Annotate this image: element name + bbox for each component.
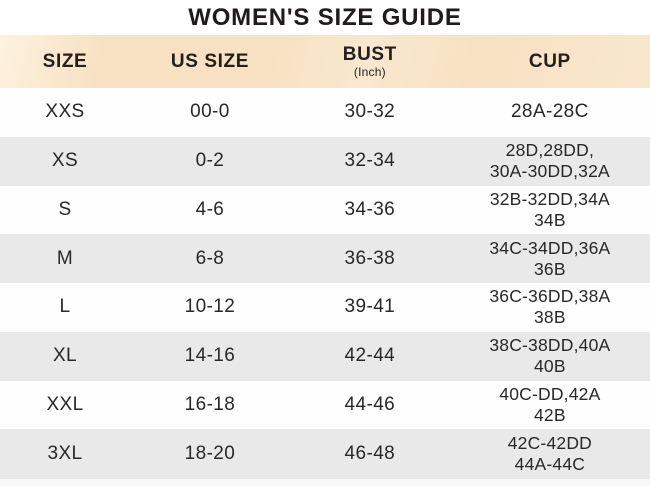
bottom-strip <box>0 478 650 486</box>
us-size-cell: 18-20 <box>184 442 236 464</box>
column-header-bust-label: BUST <box>342 44 397 65</box>
table-row-xl: XL 14-16 42-44 38C-38DD,40A 40B <box>0 331 650 381</box>
cup-cell: 28D,28DD, 30A-30DD,32A <box>489 140 610 182</box>
table-row-xs: XS 0-2 32-34 28D,28DD, 30A-30DD,32A <box>0 136 650 186</box>
column-header-bust-unit: (Inch) <box>353 65 386 79</box>
cup-cell: 28A-28C <box>510 101 589 123</box>
column-header-size-label: SIZE <box>42 50 88 72</box>
size-cell: XS <box>51 150 79 172</box>
table-row-3xl: 3XL 18-20 46-48 42C-42DD 44A-44C <box>0 429 650 478</box>
column-header-us-size: US SIZE <box>130 35 290 88</box>
table-row-xxs: XXS 00-0 30-32 28A-28C <box>0 88 650 137</box>
cup-cell: 36C-36DD,38A 38B <box>489 286 611 328</box>
size-cell: XXS <box>45 101 85 123</box>
size-cell: S <box>58 198 72 220</box>
us-size-cell: 10-12 <box>184 296 236 318</box>
table-row-l: L 10-12 39-41 36C-36DD,38A 38B <box>0 283 650 332</box>
us-size-cell: 16-18 <box>184 393 236 415</box>
bust-cell: 39-41 <box>344 296 396 318</box>
us-size-cell: 0-2 <box>195 150 225 172</box>
size-cell: XL <box>52 345 78 367</box>
table-row-m: M 6-8 36-38 34C-34DD,36A 36B <box>0 234 650 283</box>
cup-cell: 32B-32DD,34A 34B <box>489 188 610 230</box>
column-header-size: SIZE <box>0 35 130 88</box>
cup-cell: 40C-DD,42A 42B <box>499 383 601 425</box>
cup-cell: 38C-38DD,40A 40B <box>489 335 611 377</box>
us-size-cell: 00-0 <box>190 101 230 123</box>
column-header-cup: CUP <box>450 35 650 88</box>
us-size-cell: 4-6 <box>195 198 225 220</box>
table-row-xxl: XXL 16-18 44-46 40C-DD,42A 42B <box>0 380 650 430</box>
us-size-cell: 6-8 <box>195 247 225 269</box>
bust-cell: 34-36 <box>344 198 396 220</box>
table-header-row: SIZE US SIZE BUST (Inch) CUP <box>0 35 650 88</box>
size-cell: M <box>56 247 74 269</box>
column-header-cup-label: CUP <box>528 50 571 72</box>
column-header-us-size-label: US SIZE <box>170 50 249 72</box>
size-cell: 3XL <box>47 442 83 464</box>
bust-cell: 42-44 <box>344 345 396 367</box>
title-bar: WOMEN'S SIZE GUIDE <box>0 0 650 35</box>
table-row-s: S 4-6 34-36 32B-32DD,34A 34B <box>0 185 650 235</box>
bust-cell: 44-46 <box>344 393 396 415</box>
bust-cell: 46-48 <box>344 442 396 464</box>
bust-cell: 32-34 <box>344 150 396 172</box>
cup-cell: 42C-42DD 44A-44C <box>507 432 593 474</box>
bust-cell: 30-32 <box>344 101 396 123</box>
size-cell: L <box>59 296 71 318</box>
size-table-body: XXS 00-0 30-32 28A-28C XS 0-2 32-34 28D,… <box>0 88 650 478</box>
page-title: WOMEN'S SIZE GUIDE <box>188 3 462 31</box>
cup-cell: 34C-34DD,36A 36B <box>489 237 611 279</box>
us-size-cell: 14-16 <box>184 345 236 367</box>
column-header-bust: BUST (Inch) <box>290 35 450 88</box>
size-cell: XXL <box>46 393 84 415</box>
bust-cell: 36-38 <box>344 247 396 269</box>
